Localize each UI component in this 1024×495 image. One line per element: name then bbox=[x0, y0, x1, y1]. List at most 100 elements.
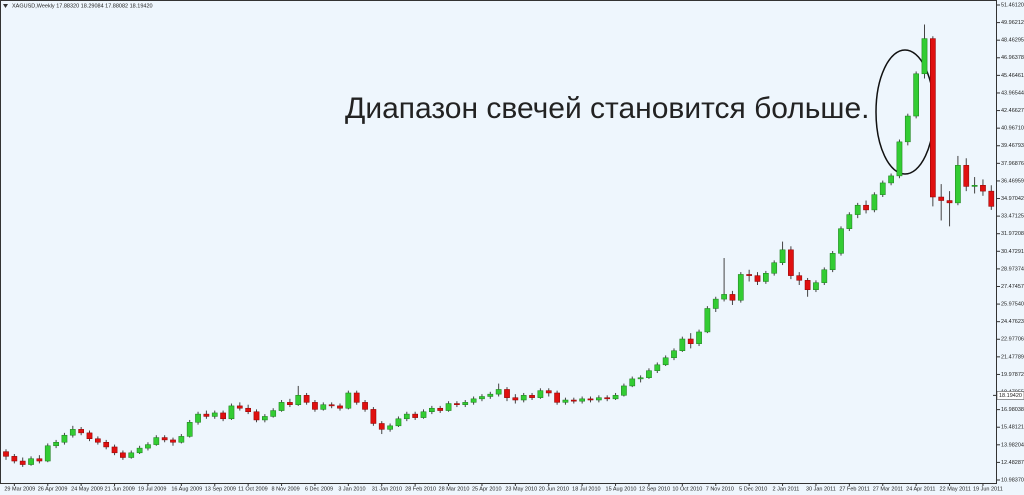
y-tick-label: 46.96378 bbox=[1001, 55, 1024, 61]
candle-body bbox=[236, 405, 243, 409]
candle-body bbox=[554, 392, 560, 403]
price-marker-label: 18.19420 bbox=[999, 393, 1022, 399]
candle-body bbox=[186, 422, 193, 437]
y-tick-label: 15.48121 bbox=[1001, 425, 1024, 431]
y-tick-label: 25.97540 bbox=[1001, 302, 1024, 308]
candle-body bbox=[904, 115, 911, 143]
candle-body bbox=[378, 423, 385, 430]
candle-body bbox=[737, 274, 744, 301]
x-tick-label: 28 Mar 2010 bbox=[439, 486, 470, 492]
candle-body bbox=[120, 452, 126, 458]
candle-body bbox=[178, 436, 185, 443]
candle-body bbox=[570, 399, 577, 402]
candle-body bbox=[796, 275, 803, 281]
x-tick-label: 24 Apr 2011 bbox=[906, 486, 935, 492]
y-tick-label: 36.46959 bbox=[1001, 178, 1024, 184]
candle-body bbox=[420, 411, 427, 418]
candle-body bbox=[821, 269, 828, 283]
candle-body bbox=[763, 273, 769, 282]
candle-body bbox=[153, 437, 160, 445]
y-tick-label: 22.97706 bbox=[1001, 337, 1024, 343]
candle-body bbox=[679, 338, 686, 351]
x-tick-label: 2 Jan 2011 bbox=[773, 486, 800, 492]
candle-body bbox=[495, 389, 502, 395]
candle-body bbox=[579, 398, 585, 402]
candle-body bbox=[938, 196, 945, 201]
price-marker-box bbox=[996, 391, 1024, 400]
candle-body bbox=[103, 442, 110, 448]
candle-body bbox=[337, 405, 343, 409]
x-tick-label: 15 Aug 2010 bbox=[606, 486, 637, 492]
candle-body bbox=[587, 398, 594, 401]
y-tick-label: 30.47291 bbox=[1001, 249, 1024, 255]
candle-body bbox=[671, 350, 677, 359]
candle-body bbox=[963, 165, 970, 187]
y-tick-label: 21.47789 bbox=[1001, 354, 1024, 360]
candle-body bbox=[921, 38, 928, 75]
candle-body bbox=[871, 194, 878, 211]
candle-body bbox=[946, 200, 953, 204]
candle-body bbox=[520, 395, 527, 401]
x-tick-label: 21 Jun 2009 bbox=[105, 486, 135, 492]
candle-body bbox=[621, 385, 627, 396]
candle-body bbox=[403, 413, 410, 420]
candle-body bbox=[345, 392, 352, 409]
candle-body bbox=[211, 412, 218, 417]
candle-body bbox=[111, 446, 118, 454]
candle-body bbox=[537, 390, 544, 398]
y-tick-label: 24.47623 bbox=[1001, 319, 1024, 325]
candle-body bbox=[654, 364, 661, 371]
x-tick-label: 26 Apr 2009 bbox=[38, 486, 68, 492]
y-tick-label: 31.97208 bbox=[1001, 231, 1024, 237]
candle-body bbox=[387, 425, 393, 430]
x-tick-label: 11 Oct 2009 bbox=[238, 486, 268, 492]
candle-body bbox=[529, 395, 535, 398]
x-tick-label: 30 Jan 2011 bbox=[806, 486, 836, 492]
candle-body bbox=[846, 214, 853, 229]
candle-body bbox=[479, 396, 485, 400]
y-tick-label: 43.96544 bbox=[1001, 90, 1024, 96]
y-tick-label: 45.46461 bbox=[1001, 73, 1024, 79]
candle-body bbox=[704, 308, 711, 333]
y-tick-label: 13.98204 bbox=[1001, 442, 1024, 448]
candle-body bbox=[637, 377, 644, 380]
x-tick-label: 28 Feb 2010 bbox=[405, 486, 436, 492]
x-tick-label: 24 May 2009 bbox=[71, 486, 103, 492]
candle-body bbox=[312, 402, 318, 410]
x-tick-label: 5 Dec 2010 bbox=[739, 486, 767, 492]
candle-body bbox=[988, 190, 995, 207]
candle-body bbox=[437, 407, 444, 411]
candle-body bbox=[145, 444, 151, 449]
x-tick-label: 19 Jun 2011 bbox=[973, 486, 1003, 492]
candle-body bbox=[779, 249, 786, 263]
candle-body bbox=[11, 456, 18, 462]
candle-body bbox=[19, 460, 26, 465]
y-tick-label: 10.98370 bbox=[1001, 477, 1024, 483]
y-tick-label: 40.96710 bbox=[1001, 126, 1024, 132]
candle-body bbox=[36, 458, 43, 462]
candle-body bbox=[980, 185, 986, 192]
header-arrow bbox=[3, 4, 8, 8]
y-tick-label: 42.46627 bbox=[1001, 108, 1024, 114]
candle-body bbox=[888, 175, 894, 184]
candle-body bbox=[412, 413, 418, 418]
candle-body bbox=[629, 378, 636, 387]
x-tick-label: 20 Jun 2010 bbox=[539, 486, 569, 492]
candle-body bbox=[712, 298, 719, 309]
candle-body bbox=[303, 395, 310, 403]
candle-body bbox=[754, 275, 761, 282]
x-tick-label: 3 Jan 2010 bbox=[338, 486, 365, 492]
candle-body bbox=[203, 413, 210, 417]
candle-body bbox=[971, 185, 978, 187]
candle-body bbox=[44, 445, 51, 462]
candle-body bbox=[78, 429, 85, 434]
candle-body bbox=[53, 442, 59, 447]
candle-body bbox=[270, 410, 277, 417]
candle-body bbox=[353, 392, 360, 403]
chart-header: XAGUSD,Weekly 17.88320 18.29084 17.88082… bbox=[12, 3, 153, 9]
candle-body bbox=[136, 447, 143, 454]
candle-body bbox=[195, 413, 201, 423]
candle-body bbox=[746, 274, 752, 276]
